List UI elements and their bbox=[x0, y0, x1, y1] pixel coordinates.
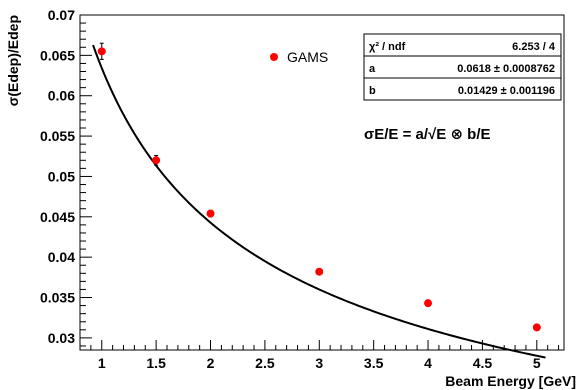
y-tick-label: 0.03 bbox=[48, 330, 75, 346]
y-axis: 0.03 0.035 0.04 0.045 0.05 0.055 0.06 0.065 0.07 bbox=[40, 7, 92, 347]
stats-value-chi2: 6.253 / 4 bbox=[512, 41, 556, 53]
y-tick-label: 0.055 bbox=[40, 128, 75, 144]
fit-curve bbox=[92, 44, 546, 359]
y-tick-label: 0.04 bbox=[48, 249, 75, 265]
x-tick-label: 4 bbox=[424, 355, 432, 371]
stats-value-b: 0.01429 ± 0.001196 bbox=[458, 85, 555, 97]
data-point bbox=[97, 47, 106, 56]
y-tick-label: 0.035 bbox=[40, 290, 75, 306]
x-tick-label: 1.5 bbox=[146, 355, 166, 371]
x-tick-label: 2 bbox=[207, 355, 215, 371]
y-tick-label: 0.05 bbox=[48, 168, 75, 184]
legend: GAMS bbox=[270, 49, 328, 65]
resolution-formula: σE/E = a/√E ⊗ b/E bbox=[364, 126, 491, 143]
data-point bbox=[532, 323, 541, 332]
data-point bbox=[152, 156, 161, 165]
stats-label-b: b bbox=[369, 85, 376, 97]
x-tick-label: 1 bbox=[98, 355, 106, 371]
stats-box: χ² / ndf 6.253 / 4 a 0.0618 ± 0.0008762 … bbox=[363, 33, 562, 101]
legend-label: GAMS bbox=[287, 49, 328, 65]
stats-label-a: a bbox=[369, 63, 376, 75]
y-tick-label: 0.07 bbox=[48, 7, 75, 23]
y-tick-label: 0.045 bbox=[40, 209, 75, 225]
x-tick-label: 4.5 bbox=[473, 355, 493, 371]
x-tick-label: 2.5 bbox=[255, 355, 275, 371]
data-points bbox=[97, 42, 541, 332]
y-tick-label: 0.065 bbox=[40, 47, 75, 63]
y-tick-label: 0.06 bbox=[48, 88, 75, 104]
x-tick-label: 5 bbox=[533, 355, 541, 371]
stats-label-chi2: χ² / ndf bbox=[369, 41, 406, 53]
data-point bbox=[206, 209, 215, 218]
plot-frame bbox=[79, 14, 565, 351]
legend-marker bbox=[270, 53, 278, 61]
data-point bbox=[315, 267, 324, 276]
x-tick-label: 3.5 bbox=[364, 355, 384, 371]
data-point bbox=[424, 299, 433, 308]
stats-value-a: 0.0618 ± 0.0008762 bbox=[457, 63, 555, 75]
y-axis-title: σ(Edep)/Edep bbox=[5, 15, 21, 106]
x-axis-title: Beam Energy [GeV] bbox=[445, 373, 576, 389]
x-tick-label: 3 bbox=[315, 355, 323, 371]
x-axis: 1 1.5 2 2.5 3 3.5 4 4.5 5 bbox=[90, 340, 560, 371]
